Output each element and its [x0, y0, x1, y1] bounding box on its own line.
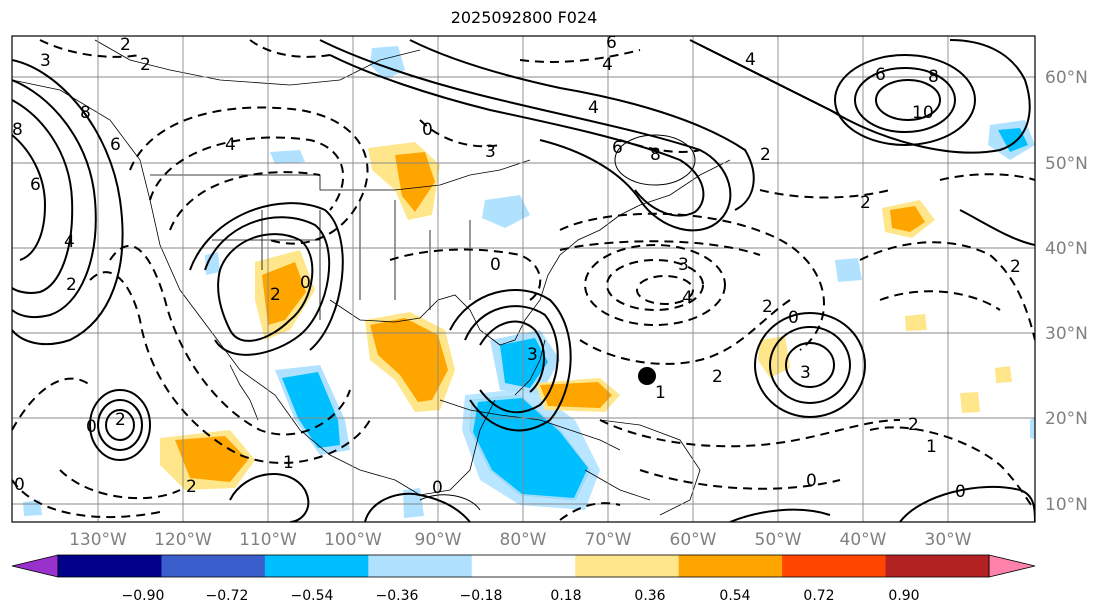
contour-label: 0: [14, 475, 25, 495]
shading-layer: [23, 46, 1035, 518]
contour-label: 2: [270, 285, 281, 305]
contour-label: 8: [928, 67, 939, 87]
map-title: 2025092800 F024: [450, 8, 598, 27]
colorbar-ticks: −0.90 −0.72 −0.54 −0.36 −0.18 0.18 0.36 …: [122, 588, 920, 604]
lat-tick-label: 60°N: [1045, 68, 1088, 88]
lat-tick-label: 10°N: [1045, 495, 1088, 515]
contour-label: 4: [588, 98, 599, 118]
contour-label: 6: [606, 33, 617, 53]
contour-label: 2: [186, 477, 197, 497]
contour-label: 4: [602, 55, 613, 75]
contour-label: 1: [926, 437, 937, 457]
contour-label: 4: [745, 50, 756, 70]
lon-tick-label: 130°W: [69, 530, 127, 550]
storm-center-marker: [638, 367, 656, 385]
lon-tick-label: 70°W: [585, 530, 632, 550]
lon-tick-label: 120°W: [154, 530, 212, 550]
colorbar-frame: [57, 554, 990, 578]
contour-label: 2: [860, 193, 871, 213]
contour-label: 2: [762, 297, 773, 317]
contour-label: 0: [788, 308, 799, 328]
lat-axis: 60°N 50°N 40°N 30°N 20°N 10°N: [1045, 68, 1088, 515]
contour-label: 3: [678, 255, 689, 275]
contour-label: 6: [612, 138, 623, 158]
contour-label: 2: [712, 367, 723, 387]
thin-contours: [419, 134, 696, 511]
lat-tick-label: 30°N: [1045, 324, 1088, 344]
lon-axis: 130°W 120°W 110°W 100°W 90°W 80°W 70°W 6…: [69, 530, 972, 550]
colorbar-segment: [678, 555, 783, 577]
colorbar-segment: [161, 555, 266, 577]
lon-tick-label: 80°W: [500, 530, 547, 550]
colorbar-extend-high: [988, 554, 1036, 578]
contour-label: 4: [225, 135, 236, 155]
colorbar-extend-low: [11, 554, 59, 578]
contour-label: 2: [760, 145, 771, 165]
colorbar-tick-label: −0.18: [460, 588, 503, 604]
colorbar-tick-label: 0.54: [719, 588, 750, 604]
contour-label: 4: [64, 232, 75, 252]
colorbar-segment: [368, 555, 473, 577]
lon-tick-label: 90°W: [415, 530, 462, 550]
colorbar-tick-label: 0.90: [888, 588, 919, 604]
contour-labels: 2 2 3 6 8 8 6 4 2 3 4 6 8 4 6 8 10 2 3 2…: [12, 33, 1021, 502]
lon-tick-label: 30°W: [925, 530, 972, 550]
colorbar-tick-label: −0.90: [122, 588, 165, 604]
contour-label: 1: [283, 453, 294, 473]
contour-label: 0: [86, 417, 97, 437]
contour-label: 3: [800, 363, 811, 383]
contour-label: 10: [912, 103, 934, 123]
contour-label: 8: [80, 103, 91, 123]
contour-label: 3: [40, 51, 51, 71]
lat-tick-label: 50°N: [1045, 154, 1088, 174]
contour-label: 2: [908, 415, 919, 435]
colorbar-segment: [575, 555, 680, 577]
contour-label: 0: [422, 120, 433, 140]
contour-label: 6: [110, 135, 121, 155]
colorbar-tick-label: −0.72: [206, 588, 249, 604]
lon-tick-label: 60°W: [670, 530, 717, 550]
contour-label: 6: [30, 175, 41, 195]
colorbar-tick-label: 0.36: [634, 588, 665, 604]
colorbar-tick-label: −0.36: [376, 588, 419, 604]
lat-tick-label: 40°N: [1045, 239, 1088, 259]
contour-label: 6: [875, 65, 886, 85]
plot-frame: [11, 35, 1036, 523]
colorbar-tick-label: 0.18: [550, 588, 581, 604]
lon-tick-label: 110°W: [239, 530, 297, 550]
colorbar-tick-label: −0.54: [291, 588, 334, 604]
colorbar: [11, 554, 1036, 578]
contour-label: 8: [12, 120, 23, 140]
lon-tick-label: 100°W: [324, 530, 382, 550]
solid-contours: [12, 39, 1035, 522]
colorbar-segment: [885, 555, 990, 577]
colorbar-segment: [264, 555, 369, 577]
contour-label: 4: [682, 288, 693, 308]
colorbar-segment: [471, 555, 576, 577]
contour-label: 0: [300, 273, 311, 293]
contour-label: 2: [120, 35, 131, 55]
contour-label: 0: [806, 471, 817, 491]
contour-label: 2: [66, 275, 77, 295]
contour-label: 3: [527, 345, 538, 365]
contour-label: 0: [490, 255, 501, 275]
lat-tick-label: 20°N: [1045, 409, 1088, 429]
colorbar-tick-label: 0.72: [803, 588, 834, 604]
colorbar-segment: [58, 555, 162, 577]
colorbar-segment: [782, 555, 887, 577]
contour-label: 3: [485, 142, 496, 162]
graticule: [12, 36, 1035, 522]
contour-label: 2: [1010, 257, 1021, 277]
contour-label: 1: [655, 383, 666, 403]
lon-tick-label: 40°W: [840, 530, 887, 550]
contour-label: 2: [115, 410, 126, 430]
contour-label: 0: [955, 482, 966, 502]
dashed-contours: [12, 39, 1035, 521]
lon-tick-label: 50°W: [755, 530, 802, 550]
contour-label: 2: [140, 55, 151, 75]
contour-label: 0: [432, 478, 443, 498]
contour-label: 8: [650, 145, 661, 165]
